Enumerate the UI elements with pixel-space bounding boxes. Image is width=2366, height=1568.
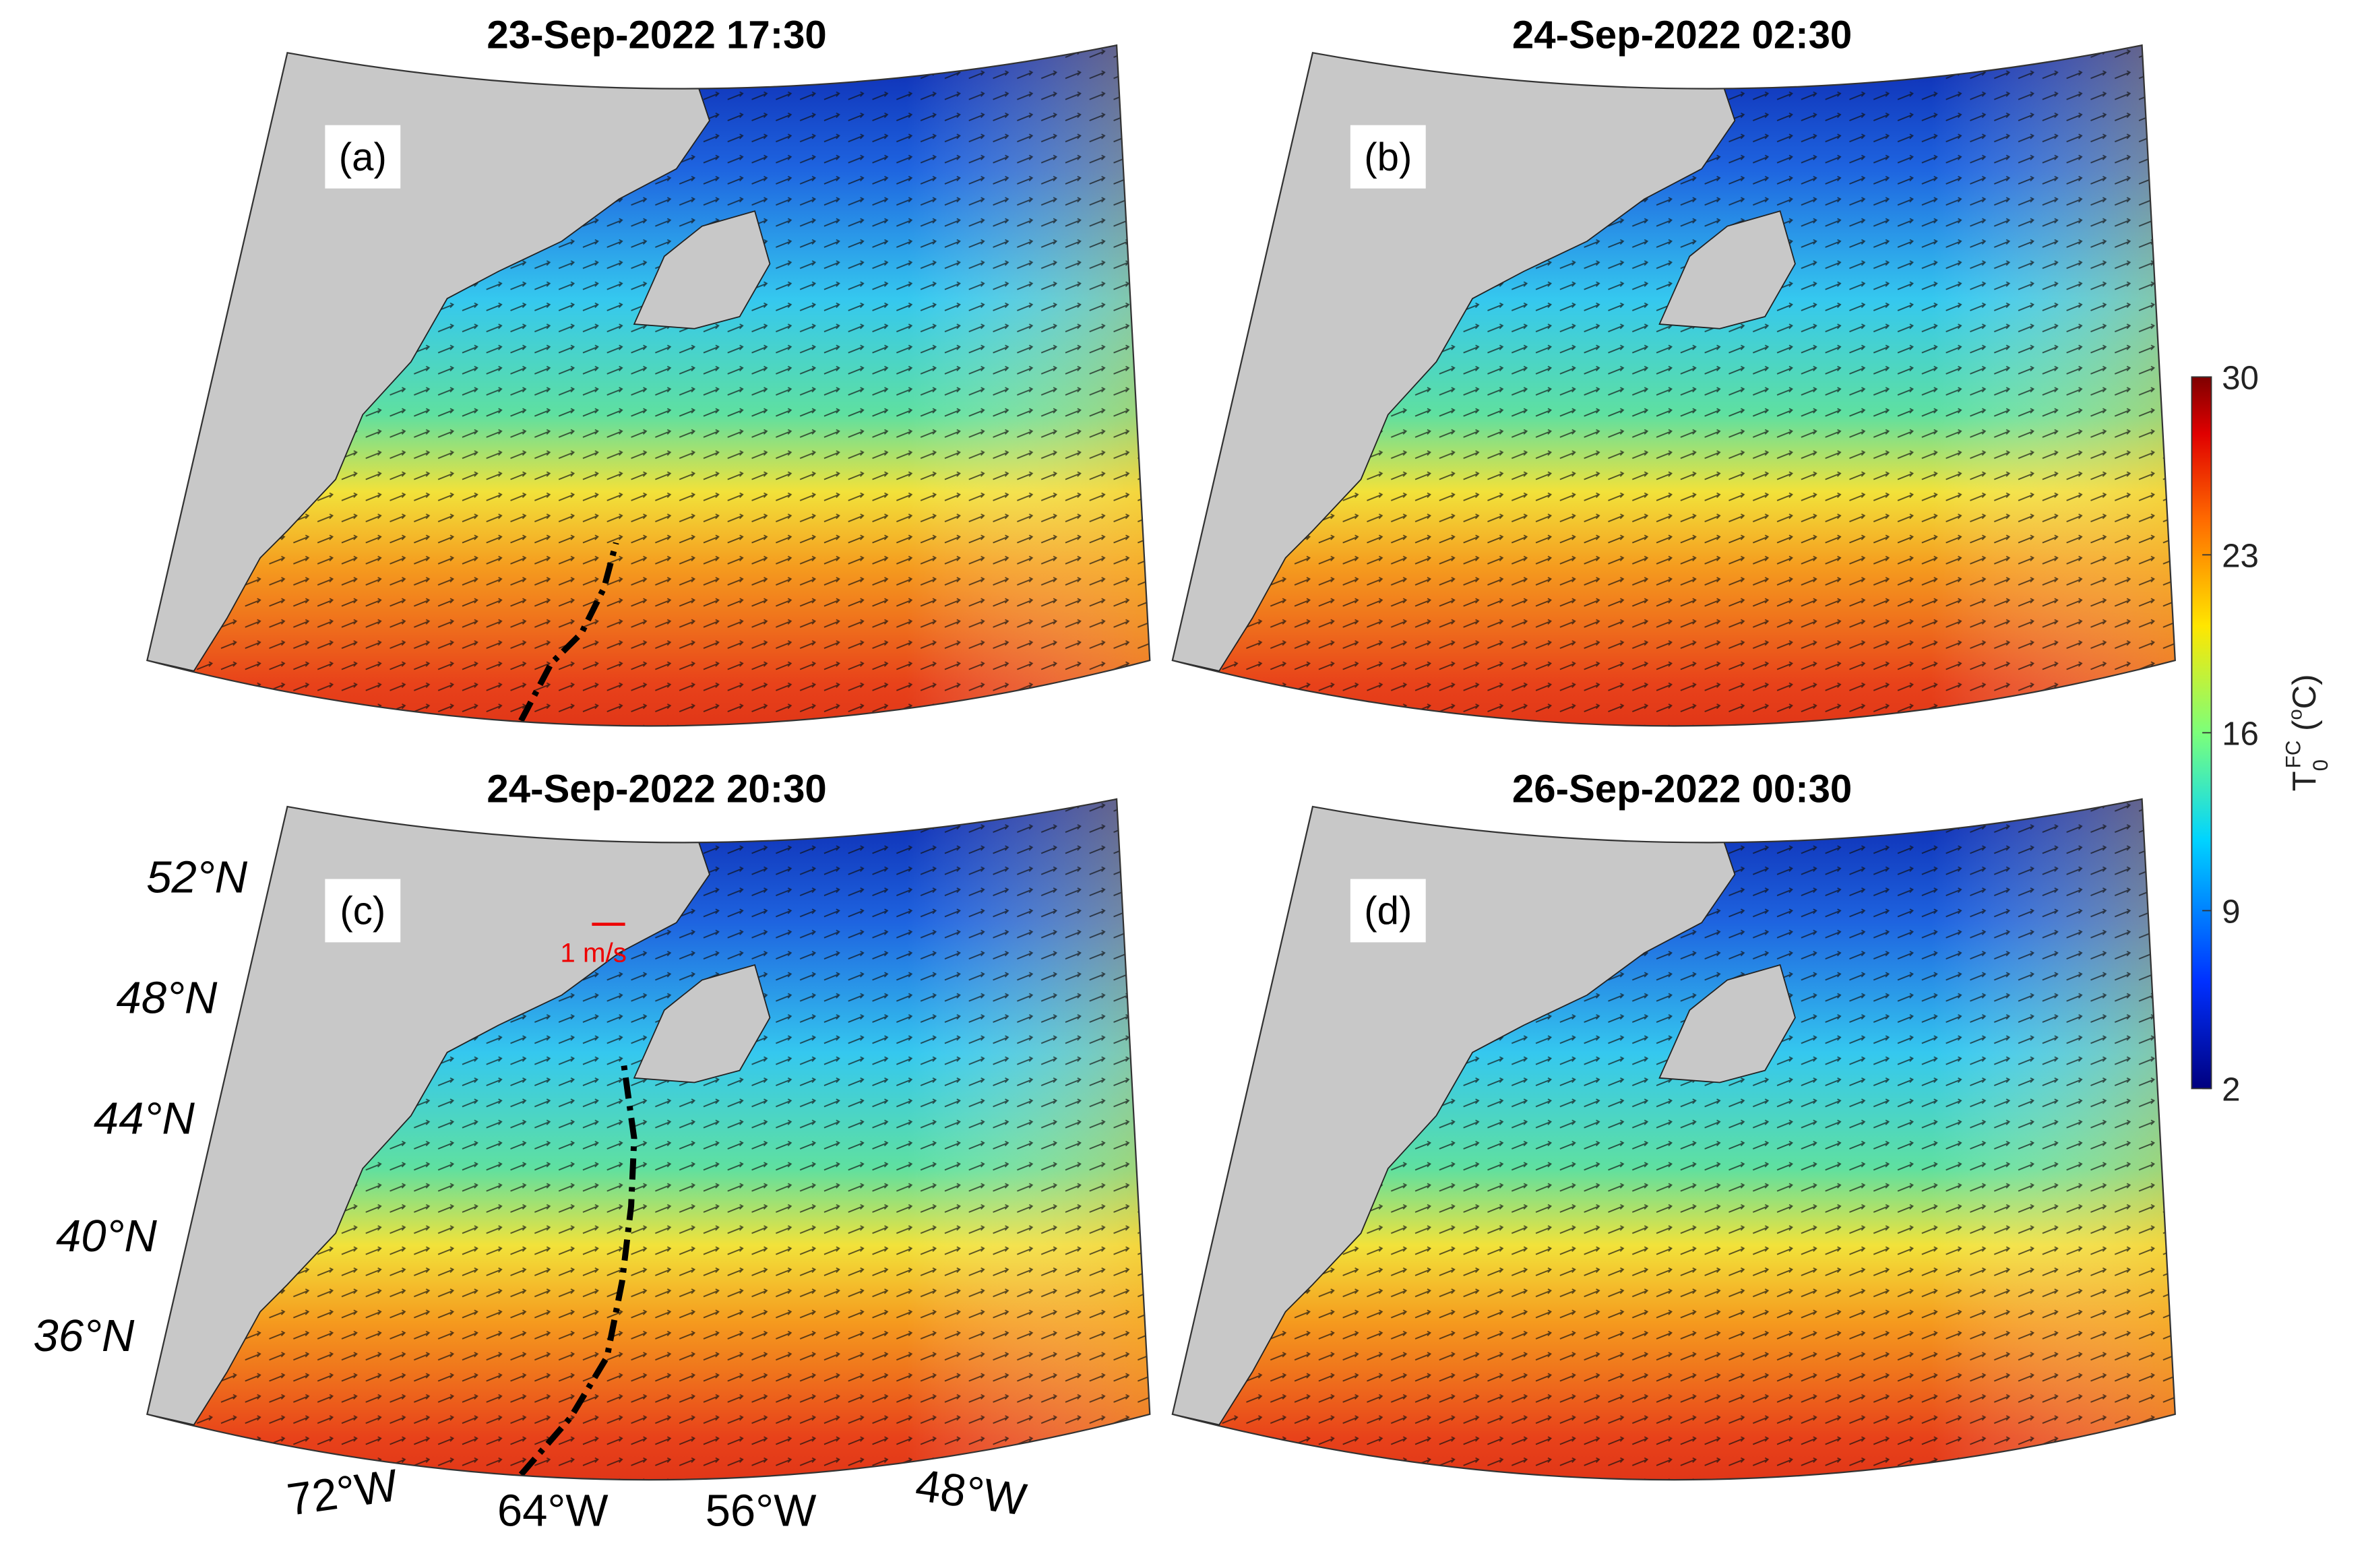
panel-label-box — [1350, 879, 1426, 943]
map-frame — [146, 44, 1151, 727]
panel-title: 24-Sep-2022 20:30 — [487, 767, 826, 811]
colorbar-tick-label: 16 — [2222, 715, 2259, 752]
storm-track — [518, 542, 619, 722]
land — [633, 964, 771, 1084]
label-unit-close: C) — [2286, 674, 2323, 709]
longitude-label: 56°W — [706, 1485, 817, 1536]
panel-label: (c) — [340, 889, 385, 933]
colorbar-tick-label: 9 — [2222, 893, 2240, 930]
panel-label: (d) — [1364, 889, 1412, 933]
panel-title: 23-Sep-2022 17:30 — [487, 13, 826, 57]
colorbar-label: T0 FC (oC) — [2281, 674, 2332, 791]
colorbar-tick-label: 2 — [2222, 1071, 2240, 1108]
colorbar-tick-label: 23 — [2222, 537, 2259, 574]
latitude-label: 44°N — [94, 1094, 195, 1144]
land — [147, 52, 710, 672]
land — [1658, 964, 1796, 1084]
panel-label: (b) — [1364, 135, 1412, 179]
map-panel: 23-Sep-2022 17:30 (a) — [146, 13, 1151, 727]
longitude-label: 48°W — [912, 1460, 1030, 1526]
longitude-label: 72°W — [284, 1460, 401, 1526]
colorbar-tick-label: 30 — [2222, 359, 2259, 396]
map-axes: 1 m/s 52°N 48°N 44°N 40°N 36°N 72°W 64°W 56°W 48°… — [33, 852, 1030, 1536]
panel-label-box — [1350, 125, 1426, 189]
panel-title: 24-Sep-2022 02:30 — [1512, 13, 1852, 57]
latitude-label: 40°N — [56, 1211, 157, 1261]
storm-track — [518, 1062, 637, 1477]
colorbar: T0 FC (oC) 2 9 16 23 30 — [2191, 359, 2332, 1108]
map-frame — [1171, 44, 2176, 727]
map — [147, 798, 1150, 1480]
land — [1172, 52, 1736, 672]
land — [1658, 210, 1796, 330]
map-panel: 24-Sep-2022 02:30 (b) — [1171, 13, 2176, 727]
map — [1172, 798, 2175, 1480]
land — [633, 210, 771, 330]
panel-label-box — [325, 125, 401, 189]
map — [147, 45, 1150, 726]
panel-label: (a) — [339, 135, 387, 179]
map-frame — [1171, 798, 2176, 1481]
label-sub: 0 — [2309, 759, 2332, 771]
label-unit-sup: o — [2285, 709, 2307, 720]
latitude-label: 36°N — [33, 1311, 134, 1361]
land — [1172, 806, 1736, 1426]
label-unit: ( — [2286, 720, 2323, 741]
panel-title: 26-Sep-2022 00:30 — [1512, 767, 1852, 811]
map-panel: 26-Sep-2022 00:30 (d) — [1171, 767, 2176, 1481]
label-sup: FC — [2281, 741, 2305, 769]
latitude-label: 52°N — [146, 852, 247, 903]
scale-label: 1 m/s — [560, 938, 626, 968]
longitude-label: 64°W — [497, 1485, 609, 1536]
map — [1172, 45, 2175, 726]
latitude-label: 48°N — [116, 973, 217, 1024]
label-base: T — [2286, 771, 2323, 791]
panel-label-box — [325, 879, 401, 943]
map-panel: 24-Sep-2022 20:30 (c) — [146, 767, 1151, 1481]
map-frame — [146, 798, 1151, 1481]
land — [147, 806, 710, 1426]
panels: 23-Sep-2022 17:30 (a) 24-Sep-2022 02:30 (b)… — [146, 13, 2176, 1481]
